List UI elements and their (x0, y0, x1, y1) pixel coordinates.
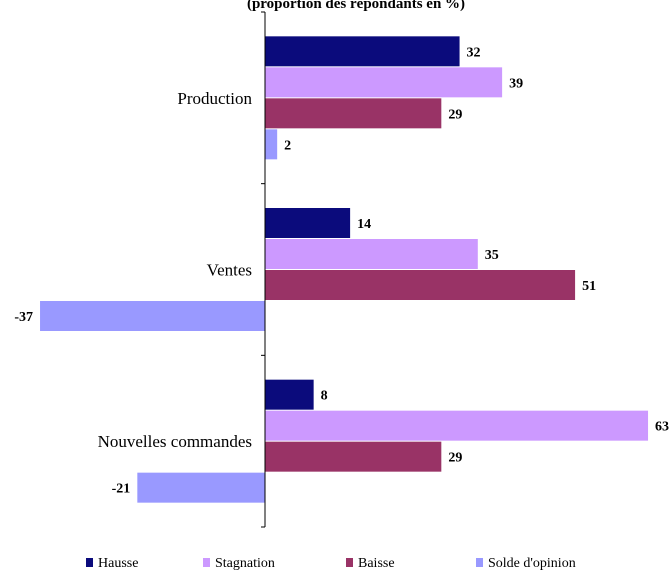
legend-label: Hausse (98, 556, 138, 571)
bar (265, 208, 351, 238)
category-label: Nouvelles commandes (98, 432, 252, 451)
legend-swatch (203, 558, 210, 567)
data-label: 29 (448, 451, 462, 466)
bar (137, 472, 265, 503)
category-label: Ventes (207, 261, 252, 280)
data-label: 51 (582, 279, 596, 294)
data-label: 32 (467, 45, 481, 60)
bar (265, 379, 314, 410)
labels-layer: Production 32 39 29 2 Ventes 14 35 51 -37 Nouvelle… (14, 45, 669, 496)
legend-swatch (476, 558, 483, 567)
legend-label: Baisse (358, 556, 395, 571)
bars-layer (40, 36, 649, 503)
chart-title: (proportion des répondants en %) (247, 0, 465, 12)
legend-swatch (346, 558, 353, 567)
bar (265, 67, 503, 98)
data-label: -37 (14, 310, 33, 325)
legend-swatch (86, 558, 93, 567)
legend-label: Stagnation (215, 556, 275, 571)
bar (265, 410, 649, 441)
category-axis (261, 11, 266, 528)
legend-label: Solde d'opinion (488, 556, 576, 571)
data-label: 14 (357, 217, 371, 232)
category-label: Production (177, 89, 252, 108)
bar (265, 129, 278, 160)
bar (265, 36, 460, 67)
data-label: 8 (321, 389, 328, 404)
data-label: 39 (509, 76, 523, 91)
legend: Hausse Stagnation Baisse Solde d'opinion (86, 556, 576, 571)
data-label: 35 (485, 248, 499, 263)
data-label: 2 (284, 138, 291, 153)
bar (265, 98, 442, 129)
data-label: 63 (655, 420, 669, 435)
bar (265, 270, 576, 300)
data-label: -21 (112, 482, 131, 497)
data-label: 29 (448, 107, 462, 122)
bar (40, 301, 265, 331)
bar (265, 441, 442, 472)
bar (265, 239, 478, 269)
